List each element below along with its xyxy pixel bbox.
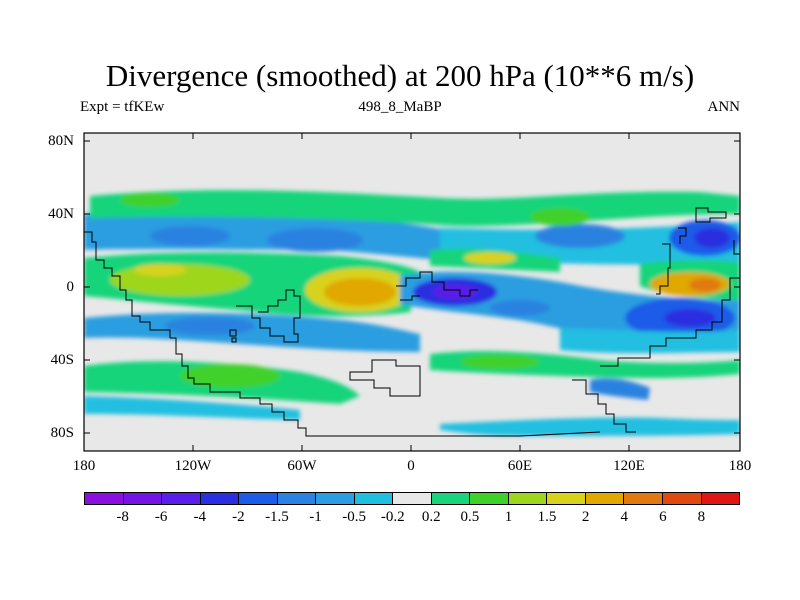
colorbar-label: -0.5	[342, 509, 366, 525]
plot-frame	[83, 132, 741, 452]
colorbar-label: -0.2	[380, 509, 405, 525]
experiment-label: Expt = tfKEw	[80, 99, 165, 115]
x-tick-0: 0	[407, 458, 415, 474]
y-tick-40n: 40N	[48, 206, 74, 222]
colorbar-swatch	[162, 493, 201, 504]
colorbar-label: -8	[116, 509, 129, 525]
colorbar-swatch	[508, 493, 548, 504]
colorbar-swatch	[316, 493, 355, 504]
colorbar-label: 1	[504, 509, 513, 525]
colorbar	[84, 492, 740, 505]
colorbar-label: 1.5	[537, 509, 557, 525]
colorbar-label: 8	[697, 509, 706, 525]
colorbar-swatch	[662, 493, 702, 504]
case-label: 498_8_MaBP	[358, 99, 442, 115]
y-tick-80s: 80S	[50, 425, 74, 441]
x-tick-60w: 60W	[287, 458, 317, 474]
colorbar-label: 2	[581, 509, 590, 525]
colorbar-label: 0.2	[421, 509, 441, 525]
colorbar-swatch	[277, 493, 317, 504]
colorbar-label: -1.5	[265, 509, 289, 525]
colorbar-label: -1	[309, 509, 322, 525]
colorbar-label: 6	[659, 509, 667, 525]
axis-ticks	[83, 133, 741, 451]
x-tick-120e: 120E	[613, 458, 645, 474]
x-tick-180e: 180	[728, 458, 752, 474]
colorbar-label: 4	[620, 509, 628, 525]
y-tick-0: 0	[66, 279, 75, 295]
colorbar-label: -2	[232, 509, 245, 525]
colorbar-swatch	[354, 493, 394, 504]
colorbar-swatch	[701, 493, 740, 504]
colorbar-swatch	[200, 493, 240, 504]
coastlines	[84, 207, 740, 437]
map-title: Divergence (smoothed) at 200 hPa (10**6 …	[105, 58, 695, 93]
colorbar-label: -6	[154, 509, 168, 525]
divergence-field	[84, 190, 740, 436]
season-label: ANN	[707, 99, 741, 115]
colorbar-swatch	[85, 493, 124, 504]
y-tick-40s: 40S	[50, 352, 74, 368]
colorbar-swatch	[547, 493, 586, 504]
colorbar-swatch	[585, 493, 625, 504]
colorbar-swatch	[393, 493, 432, 504]
colorbar-label: 0.5	[460, 509, 480, 525]
colorbar-swatch	[239, 493, 278, 504]
colorbar-label: -4	[193, 509, 207, 525]
colorbar-swatch	[624, 493, 663, 504]
x-tick-60e: 60E	[507, 458, 533, 474]
colorbar-swatch	[470, 493, 509, 504]
colorbar-swatch	[123, 493, 163, 504]
x-tick-180w: 180	[72, 458, 96, 474]
colorbar-swatch	[431, 493, 471, 504]
x-tick-120w: 120W	[174, 458, 212, 474]
y-tick-80n: 80N	[48, 133, 74, 149]
